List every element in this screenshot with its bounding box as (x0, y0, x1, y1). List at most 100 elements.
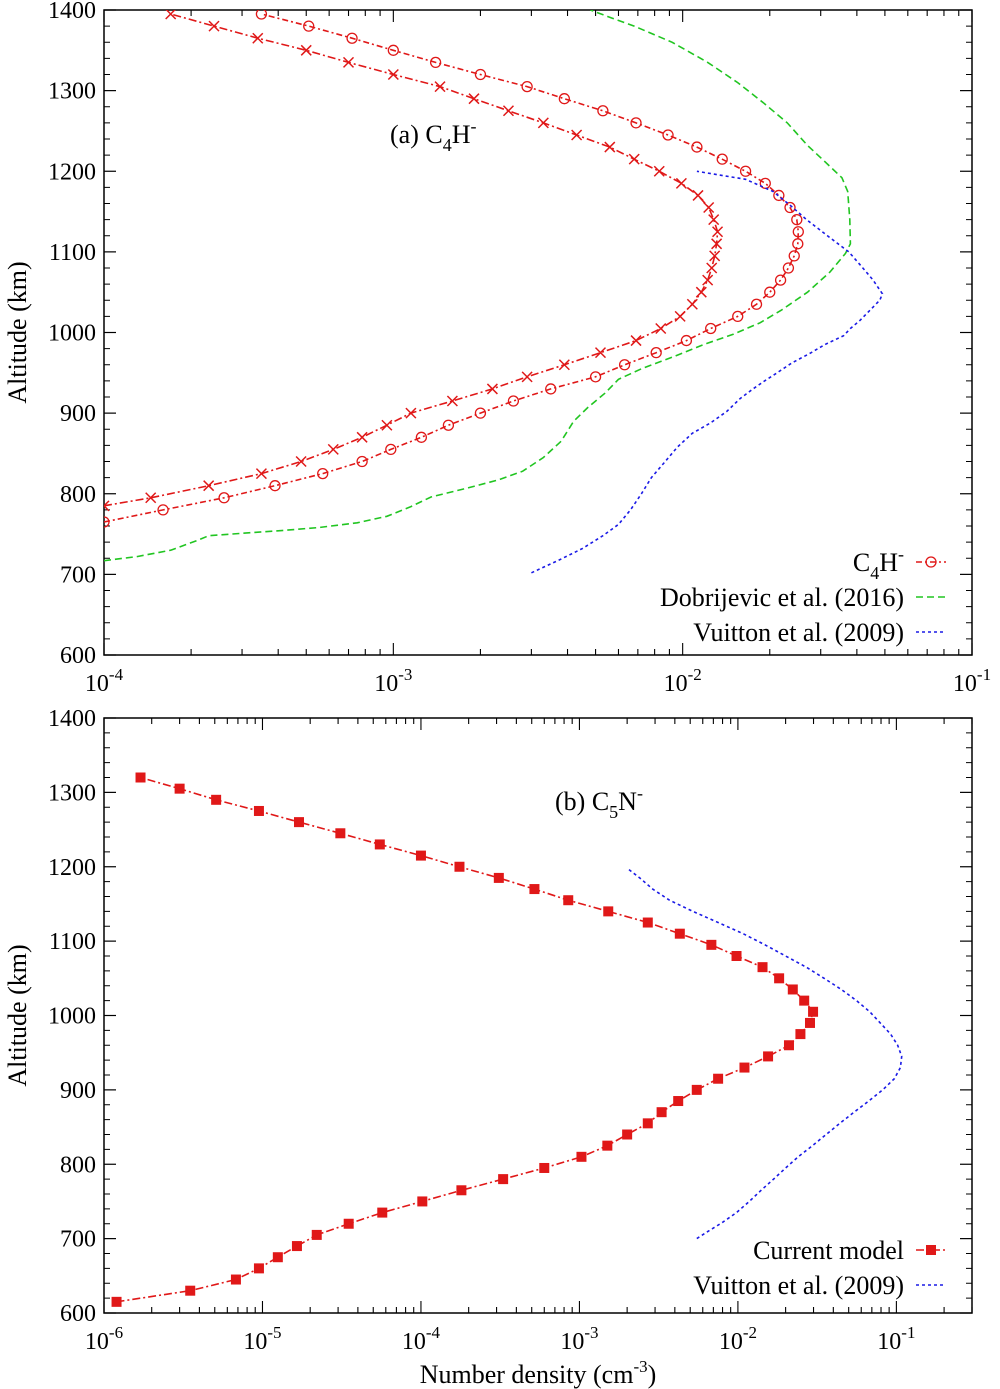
data-point-square (456, 1185, 467, 1196)
data-point-cross (706, 262, 718, 274)
data-point-square (602, 1140, 613, 1151)
data-point-circle (545, 383, 557, 395)
y-tick-label: 900 (60, 1078, 96, 1104)
y-tick-label: 600 (60, 1301, 96, 1327)
data-point-circle (792, 238, 804, 250)
data-point-square (211, 794, 222, 805)
data-point-cross (486, 383, 498, 395)
y-tick-label: 1100 (49, 240, 96, 266)
data-point-square (674, 928, 685, 939)
series-line (104, 10, 852, 562)
data-point-cross (558, 359, 570, 371)
series-current-model (111, 772, 819, 1307)
data-point-circle (774, 274, 787, 286)
data-point-cross (252, 32, 264, 44)
data-point-square (230, 1274, 241, 1285)
data-point-square (731, 951, 742, 961)
panel-annotation: (b) C5N- (555, 783, 643, 822)
y-tick-label: 700 (60, 1227, 96, 1253)
x-tick-label: 10-3 (560, 1323, 598, 1355)
data-point-circle (792, 226, 804, 238)
y-tick-label: 1300 (48, 79, 96, 105)
data-point-square (343, 1218, 354, 1229)
data-point-square (529, 884, 540, 895)
data-point-square (804, 1017, 815, 1028)
data-point-square (111, 1296, 122, 1307)
series-line (531, 170, 884, 574)
legend-label: C4H- (853, 544, 904, 583)
data-point-cross (300, 44, 312, 56)
data-point-circle (303, 20, 315, 32)
legend-label: Vuitton et al. (2009) (693, 618, 904, 647)
x-axis: 10-4 10-3 10-2 10-1 (85, 10, 991, 697)
data-point-square (135, 772, 146, 783)
y-tick-label: 1400 (48, 706, 96, 732)
data-point-cross (709, 250, 721, 262)
data-point-circle (773, 189, 785, 202)
data-point-square (493, 872, 504, 883)
plot-frame (103, 9, 973, 656)
data-point-square (642, 1118, 653, 1129)
data-point-cross (703, 202, 715, 214)
panel-annotation: (a) C4H- (390, 116, 476, 155)
data-point-circle (269, 480, 281, 492)
data-point-circle (782, 262, 795, 274)
data-point-square (622, 1129, 633, 1140)
data-point-square (539, 1162, 550, 1173)
data-point-square (291, 1241, 302, 1252)
data-point-cross (692, 189, 704, 201)
y-axis: 600 700 800 900 1000 1100 1200 1300 1400 (48, 706, 972, 1327)
data-point-square (757, 962, 768, 973)
data-point-cross (446, 395, 458, 407)
data-point-cross (537, 117, 549, 129)
data-point-circle (680, 334, 693, 347)
data-point-square (799, 995, 810, 1006)
data-point-square (454, 861, 465, 872)
data-point-circle (784, 201, 796, 214)
data-point-circle (157, 504, 169, 516)
data-point-circle (346, 32, 358, 44)
y-tick-label: 1400 (48, 0, 96, 24)
data-point-circle (415, 431, 428, 443)
data-point-circle (589, 371, 602, 383)
data-point-circle (764, 286, 776, 298)
y-tick-label: 1300 (48, 780, 96, 806)
data-point-circle (732, 310, 744, 323)
data-point-circle (716, 153, 728, 165)
data-point-square (576, 1151, 587, 1162)
data-point-cross (655, 322, 667, 334)
data-point-square (739, 1062, 750, 1073)
y-axis: 600 700 800 900 1000 1100 1200 1300 1400 (48, 0, 972, 669)
data-point-circle (255, 10, 268, 20)
x-tick-label: 10-3 (374, 665, 412, 697)
data-point-square (374, 839, 385, 850)
data-point-cross (387, 68, 399, 81)
data-point-square (253, 805, 264, 816)
data-point-circle (521, 80, 533, 93)
panelB: 600 700 800 900 1000 1100 1200 1300 1400 10-6 10-5… (3, 706, 973, 1389)
data-point-square (335, 828, 346, 839)
data-point-circle (474, 68, 487, 81)
plot-frame (103, 717, 973, 1314)
data-point-square (783, 1040, 794, 1051)
data-point-circle (618, 359, 631, 371)
data-point-square (656, 1107, 667, 1118)
data-point-circle (791, 213, 803, 226)
data-point-cross (674, 310, 686, 322)
data-point-circle (759, 177, 771, 189)
data-point-square (417, 1196, 428, 1207)
data-point-cross (165, 10, 177, 20)
data-point-circle (788, 250, 800, 262)
y-tick-label: 900 (60, 401, 96, 427)
data-point-circle (387, 44, 399, 56)
x-tick-label: 10-1 (953, 665, 991, 697)
data-point-square (642, 917, 653, 928)
data-point-circle (442, 419, 455, 431)
data-point-square (293, 817, 304, 828)
data-point-square (926, 1245, 936, 1255)
data-point-square (272, 1252, 283, 1263)
data-point-circle (925, 556, 937, 568)
data-point-square (377, 1207, 388, 1218)
data-point-square (673, 1096, 684, 1107)
x-tick-label: 10-4 (402, 1323, 441, 1355)
